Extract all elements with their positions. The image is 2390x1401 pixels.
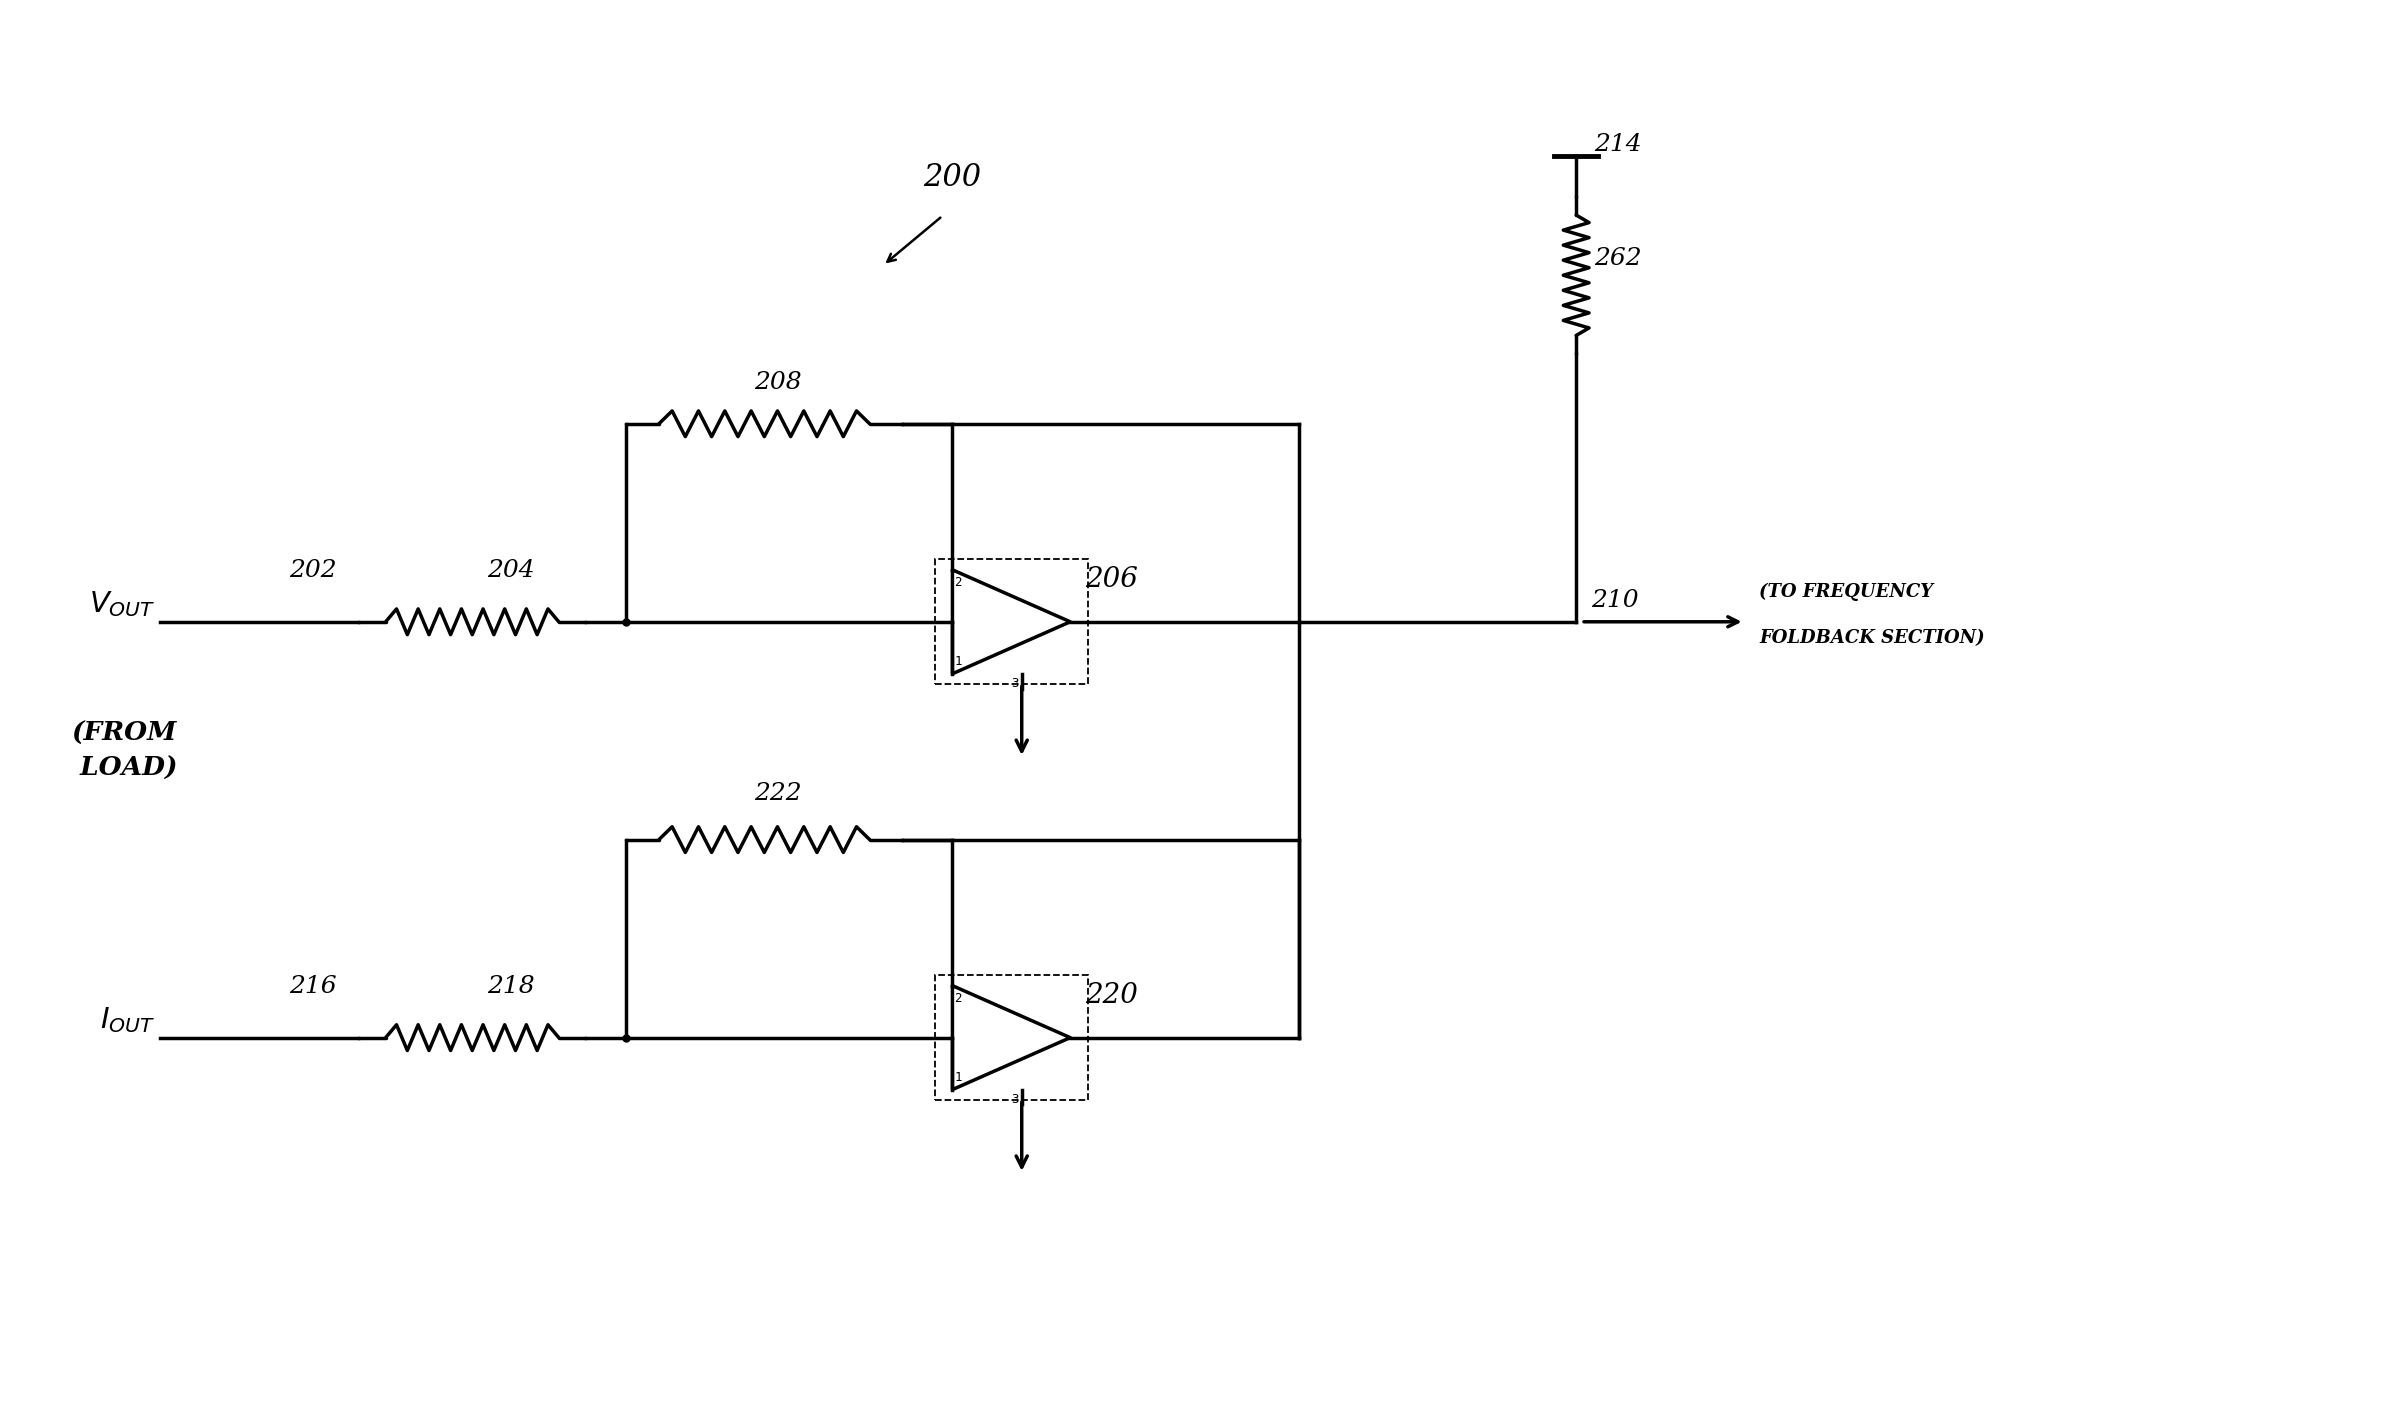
Text: 210: 210 (1592, 588, 1640, 612)
Text: 220: 220 (1085, 982, 1138, 1009)
Text: 2: 2 (954, 992, 961, 1005)
Text: 2: 2 (954, 576, 961, 588)
Text: 200: 200 (923, 163, 980, 193)
Text: 202: 202 (289, 559, 337, 583)
Text: 204: 204 (488, 559, 535, 583)
Text: 216: 216 (289, 975, 337, 998)
Bar (934, 975, 1087, 1100)
Text: 1: 1 (954, 1070, 961, 1083)
Text: 1: 1 (954, 654, 961, 668)
Text: (FROM
 LOAD): (FROM LOAD) (72, 720, 177, 780)
Text: (TO FREQUENCY: (TO FREQUENCY (1759, 583, 1934, 601)
Text: 206: 206 (1085, 566, 1138, 593)
Text: $V_{OUT}$: $V_{OUT}$ (88, 588, 155, 619)
Text: 3: 3 (1011, 677, 1018, 691)
Text: 208: 208 (755, 371, 803, 394)
Text: 3: 3 (1011, 1093, 1018, 1105)
Text: 214: 214 (1594, 133, 1642, 157)
Text: 262: 262 (1594, 248, 1642, 270)
Bar (934, 559, 1087, 684)
Text: $I_{OUT}$: $I_{OUT}$ (100, 1005, 155, 1034)
Text: 222: 222 (755, 782, 803, 806)
Text: FOLDBACK SECTION): FOLDBACK SECTION) (1759, 629, 1986, 647)
Text: 218: 218 (488, 975, 535, 998)
